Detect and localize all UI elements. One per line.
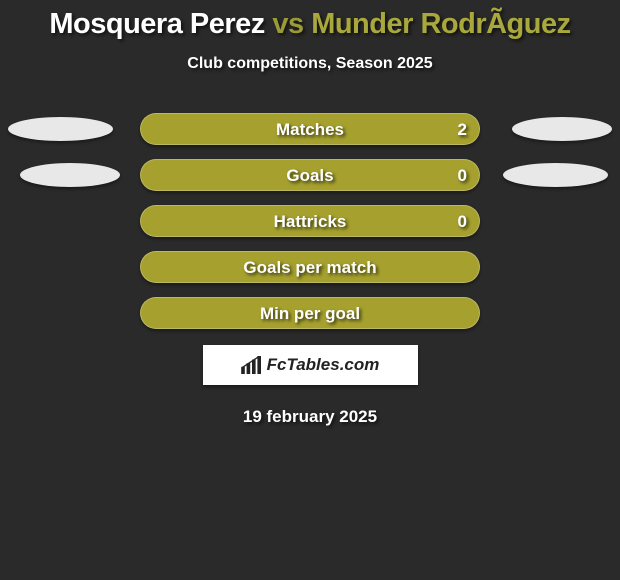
stat-row: Hattricks0 — [0, 205, 620, 237]
stat-label: Min per goal — [141, 298, 479, 330]
right-ellipse — [503, 163, 608, 187]
stat-bar: Hattricks0 — [140, 205, 480, 237]
stat-bar: Goals0 — [140, 159, 480, 191]
stat-label: Matches — [141, 114, 479, 146]
stat-row: Goals0 — [0, 159, 620, 191]
stat-bar: Goals per match — [140, 251, 480, 283]
stat-row: Min per goal — [0, 297, 620, 329]
subtitle: Club competitions, Season 2025 — [0, 55, 620, 73]
right-ellipse — [512, 117, 612, 141]
stat-right-value: 0 — [458, 206, 467, 238]
stat-row: Matches2 — [0, 113, 620, 145]
stat-right-value: 0 — [458, 160, 467, 192]
stat-right-value: 2 — [458, 114, 467, 146]
left-ellipse — [20, 163, 120, 187]
stat-label: Goals per match — [141, 252, 479, 284]
stat-bar: Matches2 — [140, 113, 480, 145]
logo-text: FcTables.com — [267, 355, 380, 375]
title-vs: vs — [272, 8, 303, 40]
logo: FcTables.com — [241, 355, 380, 375]
title-player2: Munder RodrÃ­guez — [311, 8, 570, 40]
logo-box: FcTables.com — [203, 345, 418, 385]
stat-rows: Matches2Goals0Hattricks0Goals per matchM… — [0, 113, 620, 329]
stat-bar: Min per goal — [140, 297, 480, 329]
left-ellipse — [8, 117, 113, 141]
stat-row: Goals per match — [0, 251, 620, 283]
stat-label: Hattricks — [141, 206, 479, 238]
title: Mosquera Perez vs Munder RodrÃ­guez — [0, 8, 620, 41]
date: 19 february 2025 — [0, 407, 620, 427]
bar-chart-icon — [241, 356, 263, 374]
title-player1: Mosquera Perez — [49, 8, 264, 40]
stat-label: Goals — [141, 160, 479, 192]
comparison-infographic: Mosquera Perez vs Munder RodrÃ­guez Club… — [0, 0, 620, 427]
